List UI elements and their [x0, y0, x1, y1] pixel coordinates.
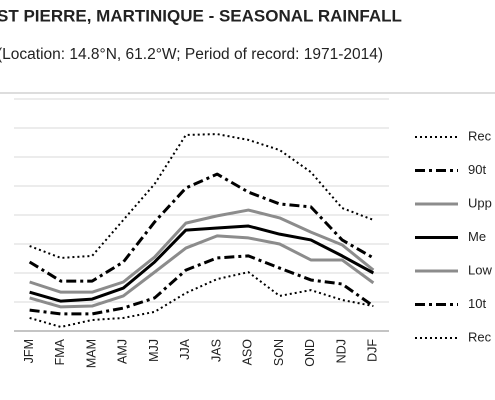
x-tick-label: MAM — [84, 339, 98, 368]
legend-label: Rec — [468, 128, 492, 143]
x-tick-label: FMA — [53, 338, 67, 365]
series-line — [29, 208, 375, 294]
x-tick-label: JJA — [178, 338, 192, 360]
series-line — [28, 172, 375, 283]
x-tick-label: JAS — [209, 339, 223, 362]
chart-frame — [0, 92, 495, 94]
x-tick-label: AMJ — [116, 339, 130, 364]
x-tick-label: SON — [272, 339, 286, 366]
legend-label: Low — [468, 262, 492, 277]
series-line — [29, 224, 375, 303]
x-tick-label: JFM — [22, 339, 36, 363]
x-tick-label: MJJ — [147, 339, 161, 362]
legend-label: 90t — [468, 162, 486, 177]
x-tick-label: OND — [303, 339, 317, 367]
x-tick-label: DJF — [366, 339, 380, 362]
x-tick-label: ASO — [241, 339, 255, 366]
legend-label: Rec — [468, 329, 492, 344]
chart-title: ST PIERRE, MARTINIQUE - SEASONAL RAINFAL… — [0, 6, 402, 25]
chart-subtitle: (Location: 14.8°N, 61.2°W; Period of rec… — [0, 46, 383, 63]
series-line — [29, 254, 375, 316]
series-line — [29, 133, 374, 259]
legend-label: 10t — [468, 296, 486, 311]
legend-label: Me — [468, 229, 486, 244]
x-tick-label: NDJ — [334, 339, 348, 363]
legend-label: Upp — [468, 195, 492, 210]
series-line — [29, 271, 374, 328]
series-line — [29, 234, 375, 309]
